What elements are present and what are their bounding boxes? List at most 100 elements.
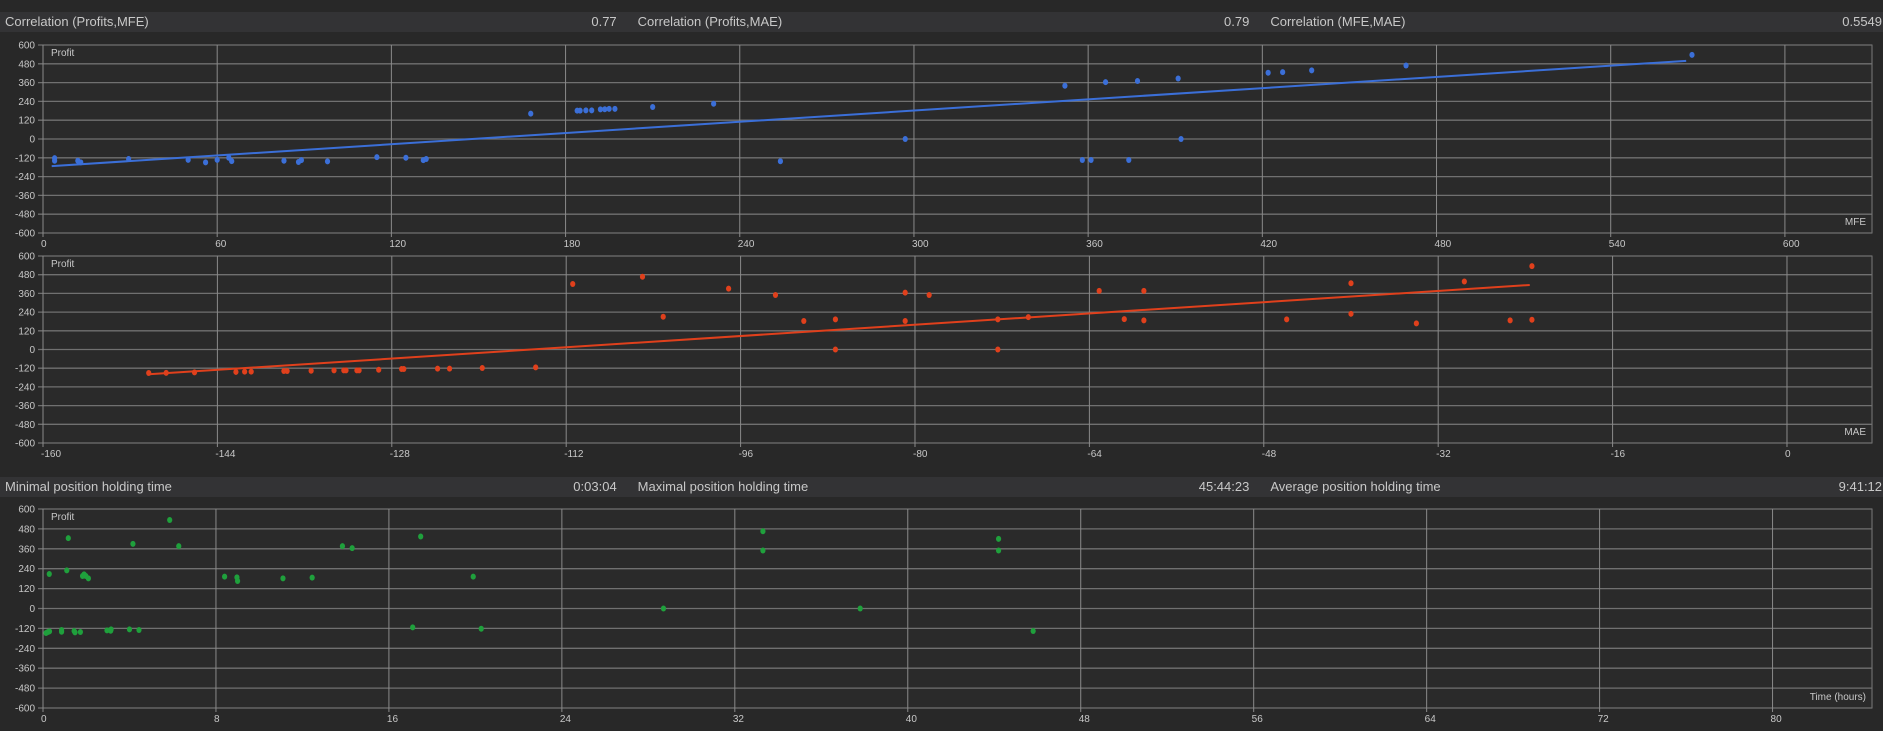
stat-label: Correlation (MFE,MAE) <box>1270 14 1406 29</box>
correlation-stats-bar: Correlation (Profits,MFE) 0.77 Correlati… <box>0 12 1883 32</box>
data-point <box>1284 316 1290 323</box>
data-point <box>1348 280 1354 287</box>
x-tick-label: -48 <box>1262 449 1277 460</box>
data-point <box>1529 316 1535 323</box>
x-axis-label: MAE <box>1844 427 1866 438</box>
data-point <box>52 157 58 164</box>
stat-correlation-mfe-mae: Correlation (MFE,MAE) 0.5549 <box>1265 12 1883 32</box>
stat-label: Maximal position holding time <box>637 479 809 494</box>
x-tick-label: 16 <box>387 714 399 725</box>
data-point <box>248 368 254 375</box>
y-tick-label: 240 <box>18 97 35 108</box>
x-tick-label: 48 <box>1079 714 1091 725</box>
y-tick-label: 0 <box>29 135 35 146</box>
x-tick-label: -64 <box>1087 449 1102 460</box>
data-point <box>772 291 779 298</box>
data-point <box>108 627 114 634</box>
y-tick-label: 240 <box>18 564 35 575</box>
stat-label: Minimal position holding time <box>5 479 172 494</box>
x-tick-label: 24 <box>560 714 572 725</box>
stat-value: 0.79 <box>1224 14 1250 29</box>
y-tick-label: 600 <box>18 252 35 263</box>
y-tick-label: -120 <box>15 153 35 164</box>
data-point <box>1178 136 1184 142</box>
x-tick-label: -80 <box>913 449 928 460</box>
x-tick-label: 64 <box>1425 714 1437 725</box>
x-tick-label: 60 <box>215 239 227 250</box>
data-point <box>280 575 286 582</box>
x-tick-label: 180 <box>564 239 581 250</box>
data-point <box>214 156 220 163</box>
data-point <box>191 369 198 376</box>
data-point <box>64 567 70 574</box>
y-tick-label: -600 <box>15 704 35 715</box>
data-point <box>612 105 618 112</box>
data-point <box>1461 278 1467 285</box>
data-point <box>126 156 132 163</box>
data-point <box>1403 62 1409 69</box>
x-tick-label: 0 <box>41 714 47 725</box>
data-point <box>77 629 84 636</box>
y-tick-label: -360 <box>15 664 35 675</box>
data-point <box>233 368 239 375</box>
data-point <box>902 136 908 142</box>
y-tick-label: 120 <box>18 584 35 595</box>
data-point <box>343 367 349 374</box>
data-point <box>410 624 416 631</box>
y-axis-label: Profit <box>51 48 75 59</box>
data-point <box>234 577 241 584</box>
x-tick-label: 72 <box>1598 714 1610 725</box>
x-tick-label: 240 <box>738 239 755 250</box>
data-point <box>167 516 173 523</box>
data-point <box>570 281 576 288</box>
profit-vs-mae-chart: 6004803602401200-120-240-360-480-600-160… <box>15 252 1873 460</box>
data-point <box>857 605 863 612</box>
data-point <box>1175 75 1181 82</box>
y-tick-label: -600 <box>15 439 35 450</box>
y-tick-label: 120 <box>18 326 35 337</box>
x-axis-label: Time (hours) <box>1810 692 1866 703</box>
data-point <box>1134 78 1141 85</box>
data-point <box>1507 317 1513 324</box>
data-point <box>281 157 287 164</box>
data-point <box>660 313 666 320</box>
trend-line <box>51 59 1687 168</box>
x-tick-label: 360 <box>1086 239 1103 250</box>
data-point <box>726 285 732 292</box>
data-point <box>349 545 355 552</box>
data-point <box>418 533 424 540</box>
x-tick-label: 56 <box>1252 714 1264 725</box>
data-point <box>606 105 612 112</box>
y-tick-label: -120 <box>15 364 35 375</box>
stat-value: 0.77 <box>591 14 617 29</box>
data-point <box>902 289 908 296</box>
data-point <box>1096 287 1102 294</box>
y-tick-label: -120 <box>15 624 35 635</box>
data-point <box>130 540 136 547</box>
data-point <box>995 316 1001 323</box>
y-tick-label: -480 <box>15 420 35 431</box>
data-point <box>760 528 766 535</box>
data-point <box>1088 156 1094 163</box>
y-tick-label: 480 <box>18 59 35 70</box>
stat-label: Correlation (Profits,MAE) <box>637 14 783 29</box>
x-tick-label: -160 <box>41 449 61 460</box>
data-point <box>1062 82 1068 89</box>
data-point <box>46 571 52 578</box>
y-axis-label: Profit <box>51 259 75 270</box>
data-point <box>1265 69 1271 76</box>
x-tick-label: 420 <box>1260 239 1277 250</box>
y-tick-label: -240 <box>15 644 35 655</box>
x-tick-label: 40 <box>906 714 918 725</box>
data-point <box>639 273 646 280</box>
y-tick-label: 600 <box>18 505 35 516</box>
stat-label: Average position holding time <box>1270 479 1441 494</box>
data-point <box>589 107 595 114</box>
y-tick-label: -360 <box>15 401 35 412</box>
x-tick-label: 600 <box>1783 239 1800 250</box>
stat-correlation-profits-mfe: Correlation (Profits,MFE) 0.77 <box>0 12 633 32</box>
data-point <box>528 110 534 117</box>
data-point <box>533 364 539 371</box>
data-point <box>374 154 380 161</box>
